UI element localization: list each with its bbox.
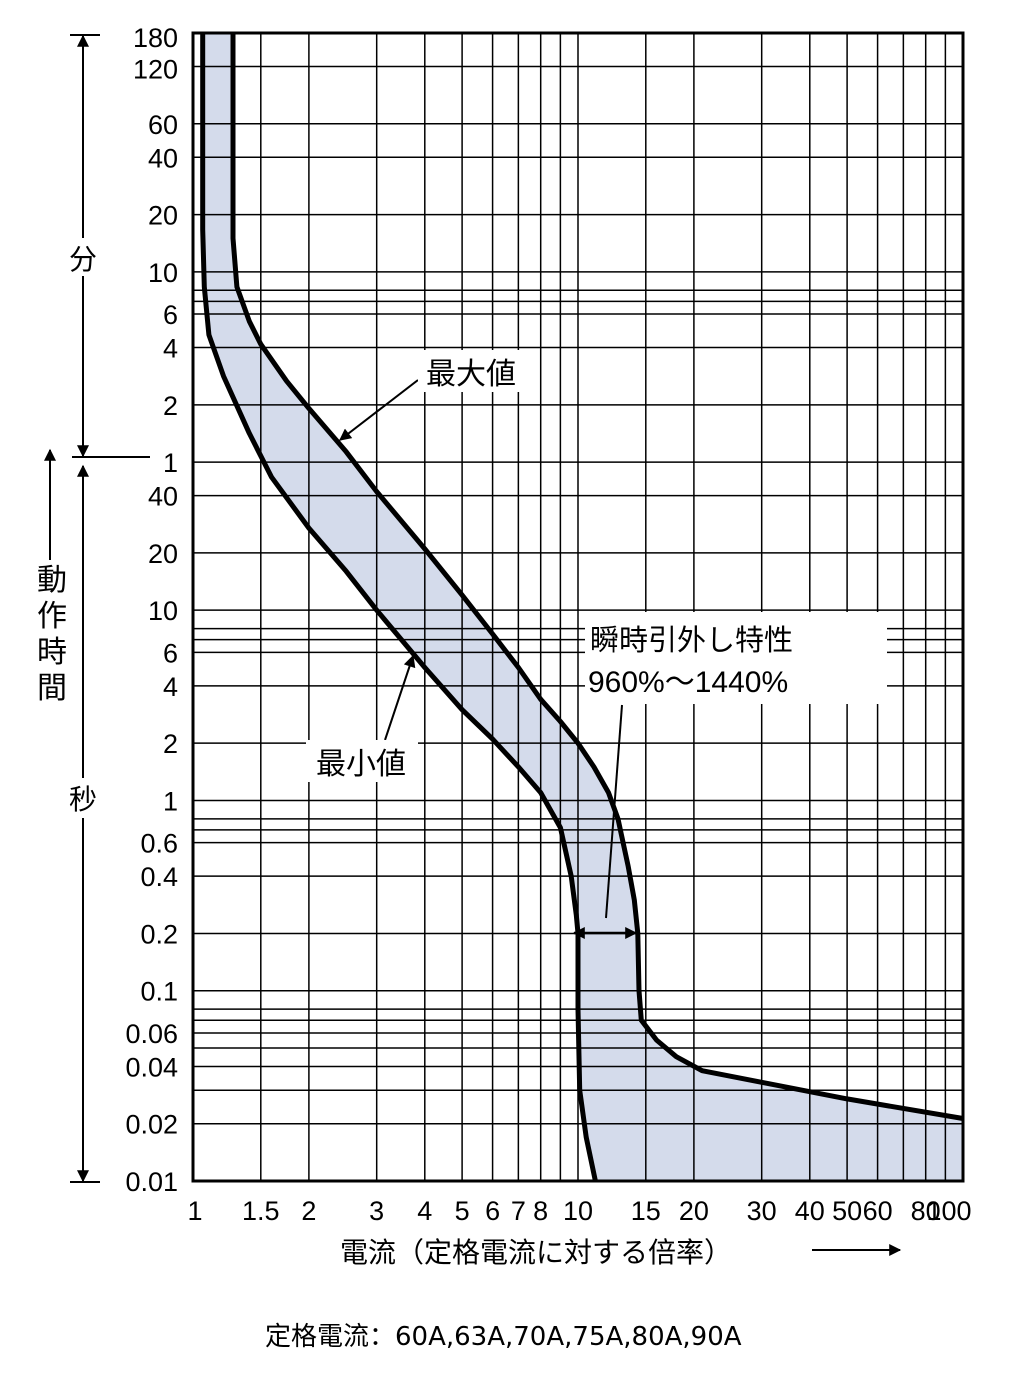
x-tick-label: 15 [631,1196,661,1226]
y-tick-label-minutes: 120 [133,55,178,85]
x-axis-label: 電流（定格電流に対する倍率） [340,1236,732,1269]
max-curve [230,33,964,1121]
y-tick-label-minutes: 10 [148,258,178,288]
y-tick-label-seconds: 0.02 [125,1110,178,1140]
y-tick-label-seconds: 6 [163,638,178,668]
y-tick-labels: 0.010.020.040.060.10.20.40.6124610204012… [125,23,178,1197]
max-annotation-arrow [339,379,419,441]
y-tick-label-seconds: 1 [163,786,178,816]
y-tick-label-minutes: 6 [163,300,178,330]
x-tick-label: 4 [417,1196,432,1226]
x-tick-label: 30 [747,1196,777,1226]
y-tick-label-minutes: 1 [163,448,178,478]
x-tick-label: 6 [485,1196,500,1226]
x-tick-label: 100 [926,1196,971,1226]
y-tick-label-minutes: 60 [148,110,178,140]
y-tick-label-seconds: 0.01 [125,1167,178,1197]
x-tick-label: 20 [679,1196,709,1226]
y-tick-label-seconds: 2 [163,729,178,759]
y-tick-label-minutes: 40 [148,143,178,173]
y-tick-label-minutes: 2 [163,391,178,421]
y-tick-label-seconds: 10 [148,596,178,626]
min-curve [200,33,598,1182]
y-tick-label-seconds: 0.1 [140,977,178,1007]
y-tick-label-seconds: 20 [148,539,178,569]
x-tick-label: 50 [832,1196,862,1226]
y-tick-label-seconds: 0.4 [140,862,178,892]
y-unit-scale: 分 秒 動作時間 [30,34,150,1183]
x-tick-label: 2 [301,1196,316,1226]
x-tick-label: 10 [563,1196,593,1226]
min-annotation-text: 最小値 [316,747,406,782]
instant-trip-title: 瞬時引外し特性 [590,623,793,657]
y-tick-label-seconds: 0.2 [140,919,178,949]
x-tick-label: 3 [369,1196,384,1226]
y-axis-label: 動作時間 [37,563,67,706]
y-tick-label-seconds: 0.04 [125,1052,178,1082]
min-annotation: 最小値 [306,654,418,782]
trip-band-area [202,33,963,1181]
x-tick-label: 80 [911,1196,941,1226]
minutes-label: 分 [69,243,97,276]
x-tick-label: 1.5 [242,1196,280,1226]
x-tick-label: 7 [511,1196,526,1226]
y-tick-label-seconds: 0.06 [125,1019,178,1049]
y-tick-label-seconds: 0.6 [140,829,178,859]
x-tick-label: 60 [863,1196,893,1226]
x-tick-label: 5 [455,1196,470,1226]
instant-trip-annotation: 瞬時引外し特性 960%～1440% [572,612,887,939]
max-annotation: 最大値 [339,350,530,441]
plot-frame [191,31,965,1183]
y-tick-label-minutes: 4 [163,334,178,364]
x-tick-label: 1 [187,1196,202,1226]
instant-trip-leader [605,704,623,919]
x-tick-label: 40 [795,1196,825,1226]
y-tick-label-seconds: 40 [148,482,178,512]
y-tick-label-seconds: 4 [163,672,178,702]
x-axis-label-group: 電流（定格電流に対する倍率） [340,1236,902,1269]
seconds-label: 秒 [69,783,97,816]
y-tick-label-minutes: 20 [148,201,178,231]
x-tick-label: 8 [533,1196,548,1226]
rated-current-footnote: 定格電流：60A,63A,70A,75A,80A,90A [265,1322,742,1352]
instant-trip-range: 960%～1440% [588,666,788,699]
min-annotation-arrow [384,654,416,741]
y-tick-label-minutes: 180 [133,23,178,53]
max-annotation-text: 最大値 [426,357,516,392]
